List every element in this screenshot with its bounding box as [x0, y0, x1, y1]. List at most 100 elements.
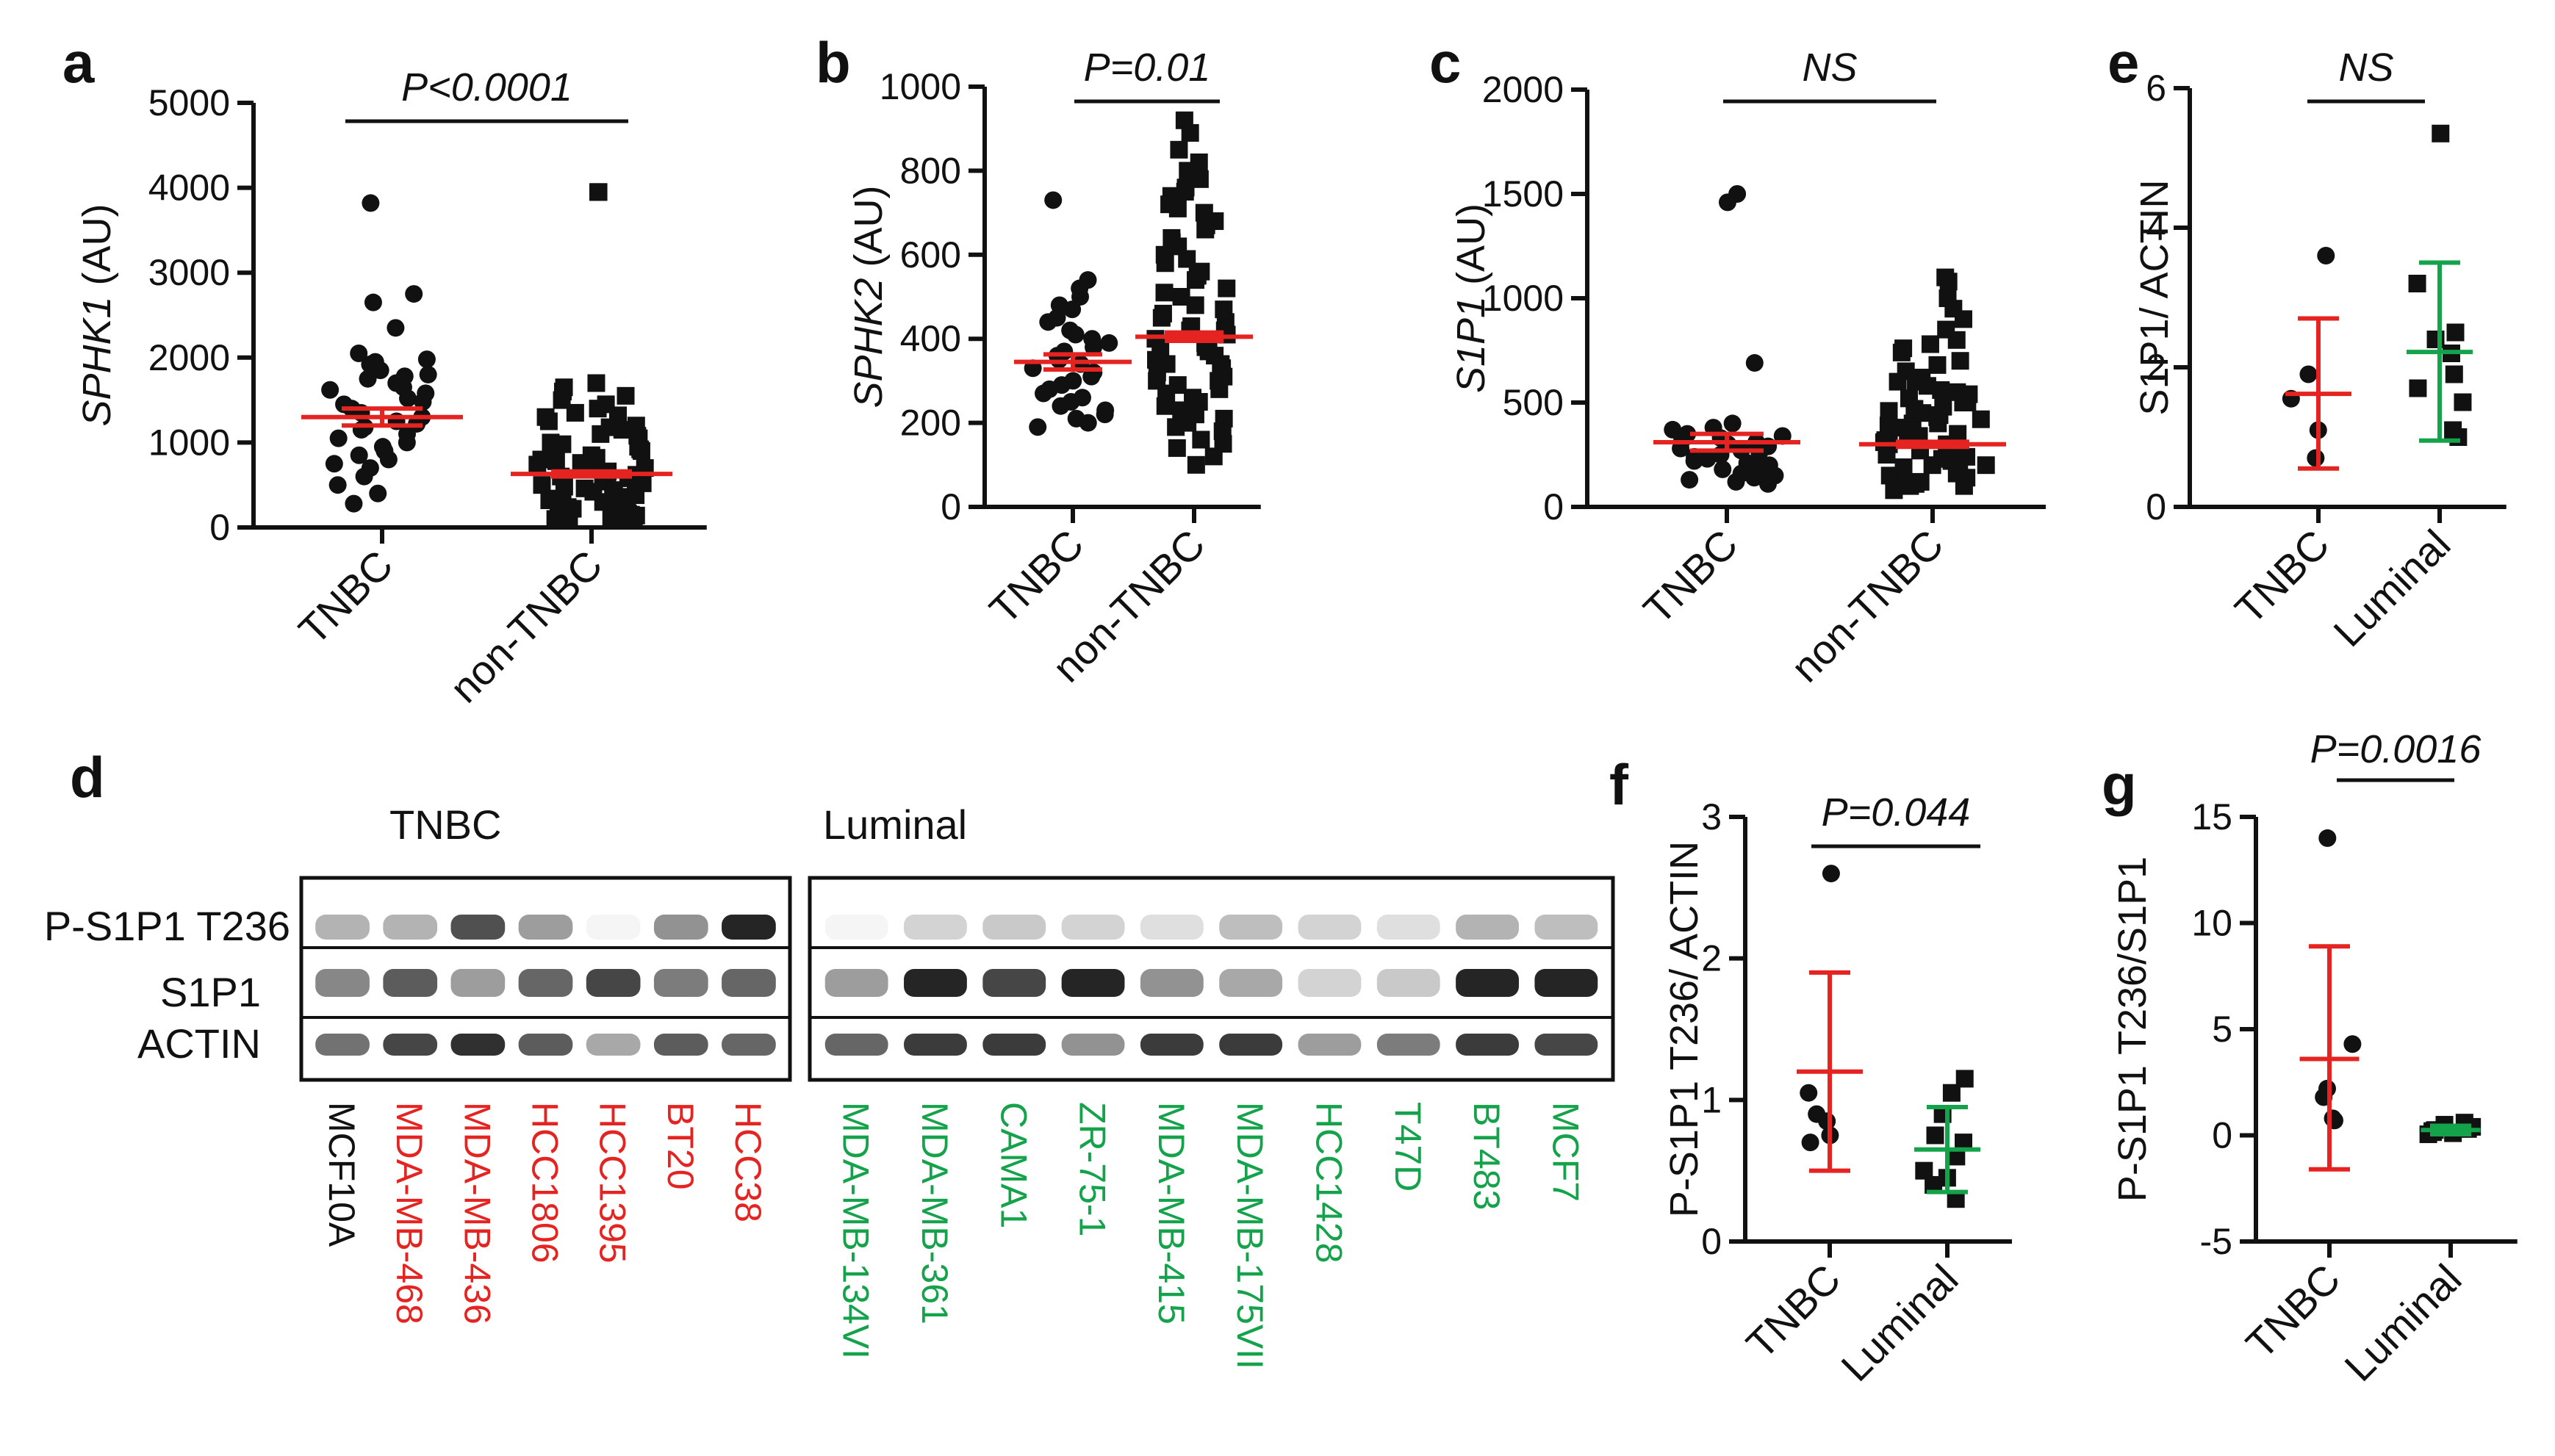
y-tick-label-b: 0 [941, 486, 961, 527]
blot-band-mda-mb-436 [450, 969, 506, 997]
data-point-tnbc [328, 476, 347, 494]
y-tick-label-c: 0 [1543, 486, 1564, 527]
data-point-tnbc [1718, 193, 1736, 212]
data-point-tnbc [1052, 397, 1070, 415]
blot-band-zr-75-1 [1061, 915, 1125, 940]
data-point-non-tnbc [587, 374, 605, 392]
data-point-non-tnbc [1933, 450, 1951, 468]
y-tick-label-a: 4000 [148, 167, 230, 209]
y-tick-label-b: 600 [900, 234, 961, 275]
data-point-non-tnbc [1212, 355, 1230, 373]
significance-label-b: P=0.01 [1084, 46, 1211, 90]
data-point-luminal [2449, 428, 2468, 446]
data-point-tnbc [325, 455, 343, 473]
data-point-non-tnbc [1955, 477, 1973, 495]
panel-letter-f: f [1609, 752, 1629, 817]
data-point-tnbc [364, 293, 382, 311]
data-point-tnbc [1085, 338, 1103, 356]
lane-label-mda-mb-361: MDA-MB-361 [914, 1102, 955, 1325]
blot-band-hcc38 [722, 915, 776, 940]
blot-band-bt483 [1456, 969, 1519, 997]
data-point-non-tnbc [1155, 284, 1174, 302]
data-point-non-tnbc [1215, 409, 1233, 428]
y-tick-label-b: 1000 [880, 66, 961, 107]
y-tick-label-c: 2000 [1482, 69, 1564, 110]
data-point-non-tnbc [613, 421, 631, 439]
blot-band-hcc1806 [518, 915, 573, 940]
blot-band-bt20 [653, 969, 708, 997]
blot-band-mda-mb-468 [383, 969, 438, 997]
y-tick-label-c: 500 [1503, 382, 1564, 423]
lane-label-t47d: T47D [1387, 1102, 1429, 1192]
data-point-non-tnbc [1168, 199, 1187, 217]
data-point-non-tnbc [1187, 455, 1205, 474]
blot-band-mda-mb-134vi [824, 915, 888, 940]
y-tick-label-e: 6 [2146, 68, 2166, 109]
western-blot-d: TNBC Luminal P-S1P1 T236 S1P1 ACTIN MCF1… [44, 801, 1615, 1369]
y-axis-label-e: S1P1/ ACTIN [2132, 179, 2177, 415]
lane-label-hcc1428: HCC1428 [1308, 1102, 1349, 1264]
y-axis-label-f: P-S1P1 T236/ ACTIN [1662, 841, 1706, 1217]
blot-frame-tnbc [299, 876, 792, 1082]
panel-letter-d: d [70, 745, 105, 810]
panel-letter-a: a [62, 30, 95, 95]
blot-band-mda-mb-361 [904, 915, 967, 940]
data-point-tnbc [345, 494, 363, 513]
data-point-tnbc [1039, 313, 1057, 331]
data-point-non-tnbc [1148, 372, 1166, 390]
blot-band-mda-mb-175vii [1219, 1034, 1283, 1056]
data-point-tnbc [1698, 450, 1717, 468]
data-point-tnbc [350, 345, 368, 363]
blot-band-hcc1806 [518, 969, 573, 997]
blot-band-cama1 [982, 915, 1046, 940]
data-point-tnbc [355, 467, 373, 486]
data-point-non-tnbc [1197, 216, 1215, 234]
data-point-tnbc [1800, 1084, 1818, 1102]
data-point-tnbc [350, 446, 368, 464]
panel-letter-e: e [2107, 30, 2139, 95]
y-axis-label-gene-a: SPHK1 [75, 296, 119, 426]
blot-band-mcf10a [315, 969, 370, 997]
y-tick-label-g: 15 [2191, 796, 2232, 837]
blot-band-mcf7 [1534, 1034, 1598, 1056]
y-tick-label-b: 800 [900, 150, 961, 191]
data-point-tnbc [419, 365, 437, 383]
data-point-tnbc [371, 361, 389, 380]
data-point-non-tnbc [566, 403, 584, 422]
data-point-non-tnbc [1921, 335, 1939, 353]
data-point-tnbc [329, 429, 348, 447]
y-tick-label-g: 10 [2191, 903, 2232, 944]
data-point-non-tnbc [528, 455, 547, 474]
blot-band-cama1 [982, 1034, 1046, 1056]
data-point-luminal [2445, 365, 2463, 383]
blot-band-t47d [1376, 915, 1440, 940]
data-point-non-tnbc [1152, 309, 1171, 327]
blot-band-hcc1428 [1298, 969, 1362, 997]
blot-band-mda-mb-134vi [824, 969, 888, 997]
blot-band-hcc1395 [586, 915, 641, 940]
y-tick-label-b: 400 [900, 318, 961, 359]
blot-band-mda-mb-415 [1140, 969, 1204, 997]
y-tick-label-b: 200 [900, 403, 961, 444]
panel-letter-g: g [2102, 752, 2137, 817]
data-point-non-tnbc [1178, 250, 1196, 268]
data-point-non-tnbc [592, 425, 610, 443]
data-point-tnbc [1082, 367, 1101, 386]
data-point-tnbc [1029, 418, 1047, 436]
data-point-non-tnbc [1951, 352, 1969, 370]
data-point-tnbc [1100, 334, 1118, 352]
y-axis-label-g: P-S1P1 T236/S1P1 [2110, 857, 2155, 1202]
blot-band-cama1 [982, 969, 1046, 997]
data-point-non-tnbc [1880, 466, 1899, 485]
blot-band-zr-75-1 [1061, 1034, 1125, 1056]
lane-label-cama1: CAMA1 [993, 1102, 1034, 1228]
lane-label-bt483: BT483 [1466, 1102, 1507, 1210]
data-point-non-tnbc [1889, 372, 1907, 391]
data-point-tnbc [1727, 472, 1745, 491]
lane-label-mda-mb-175vii: MDA-MB-175VII [1229, 1102, 1271, 1369]
blot-band-hcc38 [722, 1034, 776, 1056]
data-point-tnbc [1066, 325, 1085, 344]
data-point-non-tnbc [1972, 410, 1990, 428]
